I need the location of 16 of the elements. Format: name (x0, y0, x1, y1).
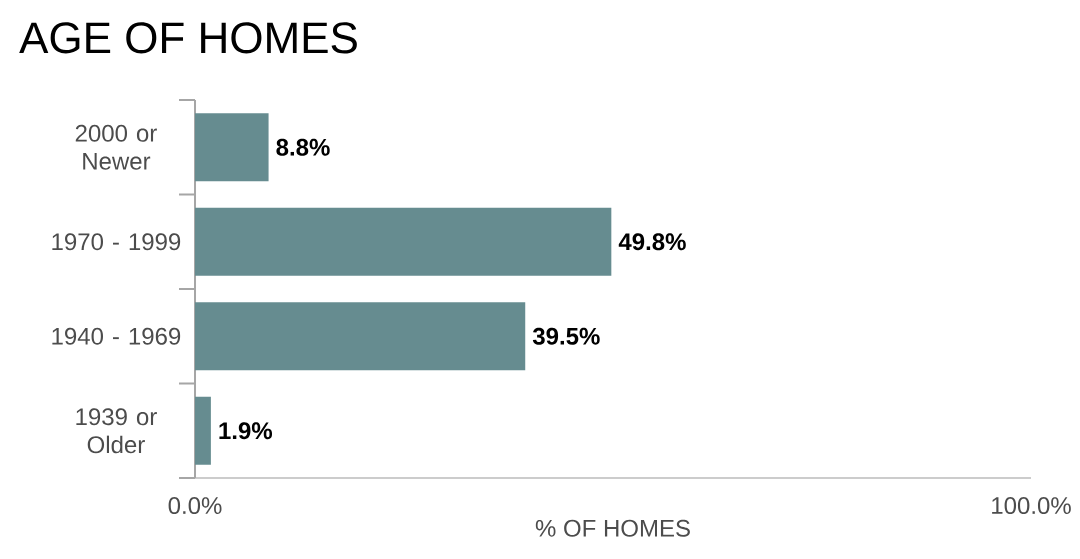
chart-title: AGE OF HOMES (19, 22, 357, 54)
data-label: 1.9% (219, 422, 273, 440)
data-label: 39.5% (532, 327, 600, 345)
data-label: 8.8% (276, 138, 330, 156)
y-tick-label: 1940 - 1969 (52, 327, 181, 345)
x-axis-title: % OF HOMES (535, 519, 690, 537)
y-tick-label: 1939 or Older (76, 408, 157, 454)
data-label: 49.8% (618, 233, 686, 251)
x-tick-label: 0.0% (168, 497, 222, 515)
bar (195, 207, 612, 276)
y-tick-label: 1970 - 1999 (52, 233, 181, 251)
bar (195, 396, 211, 465)
x-tick-label: 100.0% (992, 497, 1071, 515)
y-tick-label: 2000 or Newer (75, 124, 157, 170)
bar (195, 302, 526, 371)
bar (195, 113, 269, 182)
